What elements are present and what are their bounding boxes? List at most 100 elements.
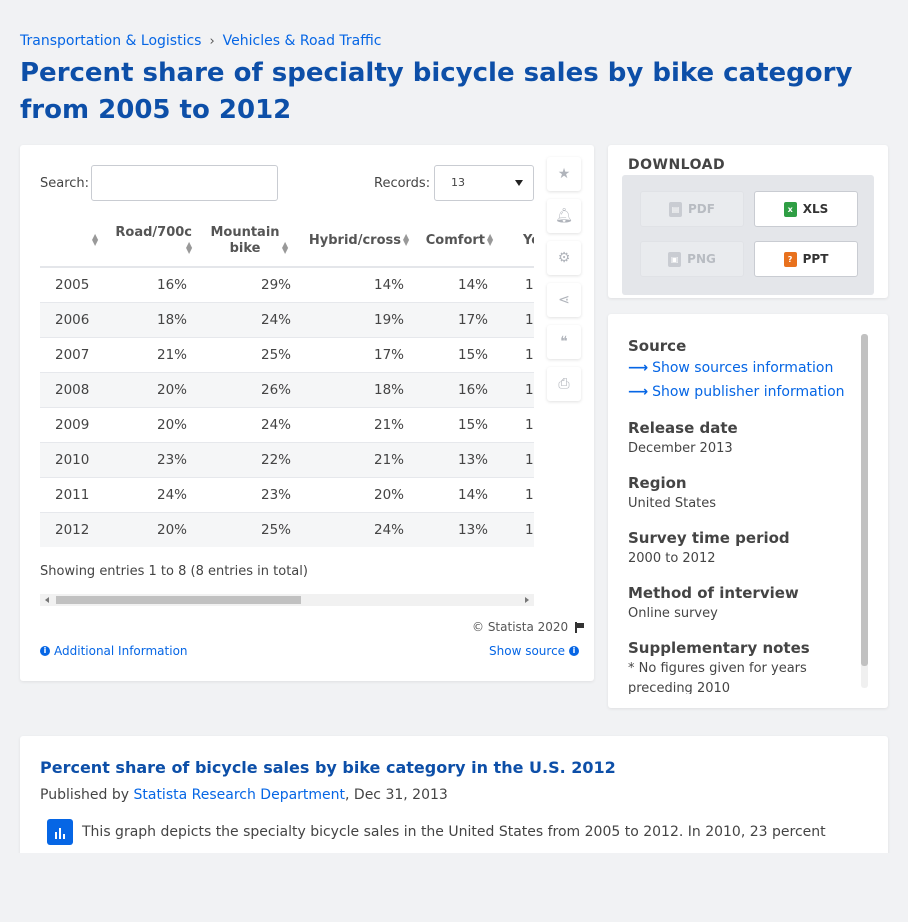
table-cell-year: 2011 — [40, 477, 108, 513]
chevron-down-icon — [515, 180, 523, 186]
table-cell-year: 2005 — [40, 267, 108, 303]
table-cell-value: 24% — [202, 302, 306, 338]
table-cell-value: 16% — [419, 372, 503, 408]
share-icon: ⋖ — [558, 292, 570, 308]
page-title: Percent share of specialty bicycle sales… — [20, 58, 853, 125]
table-cell-value: 15% — [419, 407, 503, 443]
table-cell-value: 18% — [108, 302, 202, 338]
quote-icon: ❝ — [560, 334, 568, 350]
published-by: Published by Statista Research Departmen… — [40, 787, 448, 803]
table-cell-value: 15% — [503, 267, 534, 303]
records-select[interactable]: 13 — [434, 165, 534, 201]
cite-button[interactable]: ❝ — [547, 325, 581, 359]
breadcrumb: Transportation & Logistics › Vehicles & … — [20, 33, 382, 49]
table-cell-value: 24% — [202, 407, 306, 443]
table-cell-value: 26% — [202, 372, 306, 408]
table-cell-year: 2012 — [40, 512, 108, 547]
column-header-comfort[interactable]: Comfort ▲ ▼ — [419, 215, 503, 268]
additional-info-label: Additional Information — [54, 644, 188, 658]
table-cell-value: 14% — [503, 302, 534, 338]
print-button[interactable]: ⎙ — [547, 367, 581, 401]
table-cell-value: 17% — [306, 337, 419, 373]
table-cell-year: 2008 — [40, 372, 108, 408]
download-ppt-button[interactable]: ? PPT — [754, 241, 858, 277]
copyright-text: © Statista 2020 — [472, 620, 569, 634]
published-date: , Dec 31, 2013 — [345, 787, 448, 803]
sort-icon: ▲ ▼ — [186, 240, 193, 255]
breadcrumb-separator: › — [209, 33, 215, 49]
pdf-file-icon: ▤ — [669, 201, 683, 217]
download-xls-button[interactable]: x XLS — [754, 191, 858, 227]
source-info-card: Source ⟶ Show sources information ⟶ Show p… — [608, 314, 888, 708]
table-cell-value: 12% — [503, 372, 534, 408]
show-sources-link[interactable]: ⟶ Show sources information — [628, 356, 858, 380]
info-icon: i — [569, 646, 580, 656]
additional-info-link[interactable]: i Additional Information — [40, 644, 188, 658]
sort-icon: ▲ ▼ — [282, 240, 289, 255]
column-header-hybrid[interactable]: Hybrid/cross ▲ ▼ — [306, 215, 419, 268]
arrow-right-icon: ⟶ — [628, 360, 649, 376]
data-table-viewport: ▲ ▼ Road/700c▲ ▼ Mountain bike ▲ ▼ Hybrid/cr… — [40, 215, 534, 547]
table-body: 200516%29%14%14%15%200618%24%19%17%14%20… — [40, 267, 534, 547]
show-publisher-link[interactable]: ⟶ Show publisher information — [628, 380, 858, 404]
column-header-road[interactable]: Road/700c▲ ▼ — [108, 215, 202, 268]
show-source-label: Show source — [489, 644, 566, 658]
column-header-youth[interactable]: Youth — [503, 215, 534, 268]
description-title: Percent share of bicycle sales by bike c… — [40, 758, 616, 777]
description-text: This graph depicts the specialty bicycle… — [82, 824, 826, 840]
breadcrumb-item-vehicles[interactable]: Vehicles & Road Traffic — [222, 33, 382, 49]
table-cell-value: 19% — [306, 302, 419, 338]
page-header-area: Transportation & Logistics › Vehicles & … — [20, 33, 888, 708]
region-value: United States — [628, 496, 717, 511]
table-cell-value: 20% — [108, 407, 202, 443]
table-cell-value: 23% — [202, 477, 306, 513]
vertical-scrollbar[interactable] — [861, 334, 868, 688]
publisher-link[interactable]: Statista Research Department — [133, 787, 346, 803]
table-cell-value: 13% — [419, 442, 503, 478]
table-cell-year: 2010 — [40, 442, 108, 478]
method-value: Online survey — [628, 606, 718, 621]
table-cell-value: 12% — [503, 477, 534, 513]
table-cell-value: 14% — [419, 477, 503, 513]
scroll-right-icon[interactable] — [525, 597, 529, 603]
scrollbar-thumb[interactable] — [861, 334, 868, 666]
table-cell-value: 21% — [306, 442, 419, 478]
source-info-scroll[interactable]: Source ⟶ Show sources information ⟶ Show p… — [628, 334, 858, 694]
notes-value: * No figures given for years preceding 2… — [628, 661, 807, 694]
flag-icon[interactable] — [574, 621, 585, 633]
show-source-link[interactable]: Show source i — [489, 644, 580, 658]
column-header-mountain[interactable]: Mountain bike ▲ ▼ — [202, 215, 306, 268]
info-icon: i — [40, 646, 50, 656]
favorite-star-button[interactable]: ★ — [547, 157, 581, 191]
table-cell-value: 15% — [419, 337, 503, 373]
download-png-button[interactable]: ▣ PNG — [640, 241, 744, 277]
chart-icon — [47, 819, 73, 845]
breadcrumb-item-transportation[interactable]: Transportation & Logistics — [20, 33, 202, 49]
region-heading: Region — [628, 474, 687, 492]
table-cell-value: 13% — [503, 407, 534, 443]
table-cell-value: 29% — [202, 267, 306, 303]
share-button[interactable]: ⋖ — [547, 283, 581, 317]
column-header-year[interactable]: ▲ ▼ — [40, 215, 108, 268]
search-input[interactable] — [91, 165, 278, 201]
sort-icon: ▲ ▼ — [487, 232, 494, 247]
scrollbar-thumb[interactable] — [56, 596, 301, 604]
table-cell-value: 25% — [202, 512, 306, 547]
scroll-left-icon[interactable] — [45, 597, 49, 603]
survey-period-value: 2000 to 2012 — [628, 551, 716, 566]
records-label: Records: — [374, 176, 431, 191]
records-value: 13 — [451, 176, 465, 189]
entries-summary: Showing entries 1 to 8 (8 entries in tot… — [40, 564, 308, 579]
notification-button[interactable]: 🔔︎ — [547, 199, 581, 233]
table-cell-value: 14% — [419, 267, 503, 303]
horizontal-scrollbar[interactable] — [40, 594, 534, 606]
settings-button[interactable]: ⚙ — [547, 241, 581, 275]
download-pdf-button[interactable]: ▤ PDF — [640, 191, 744, 227]
search-label: Search: — [40, 176, 90, 191]
